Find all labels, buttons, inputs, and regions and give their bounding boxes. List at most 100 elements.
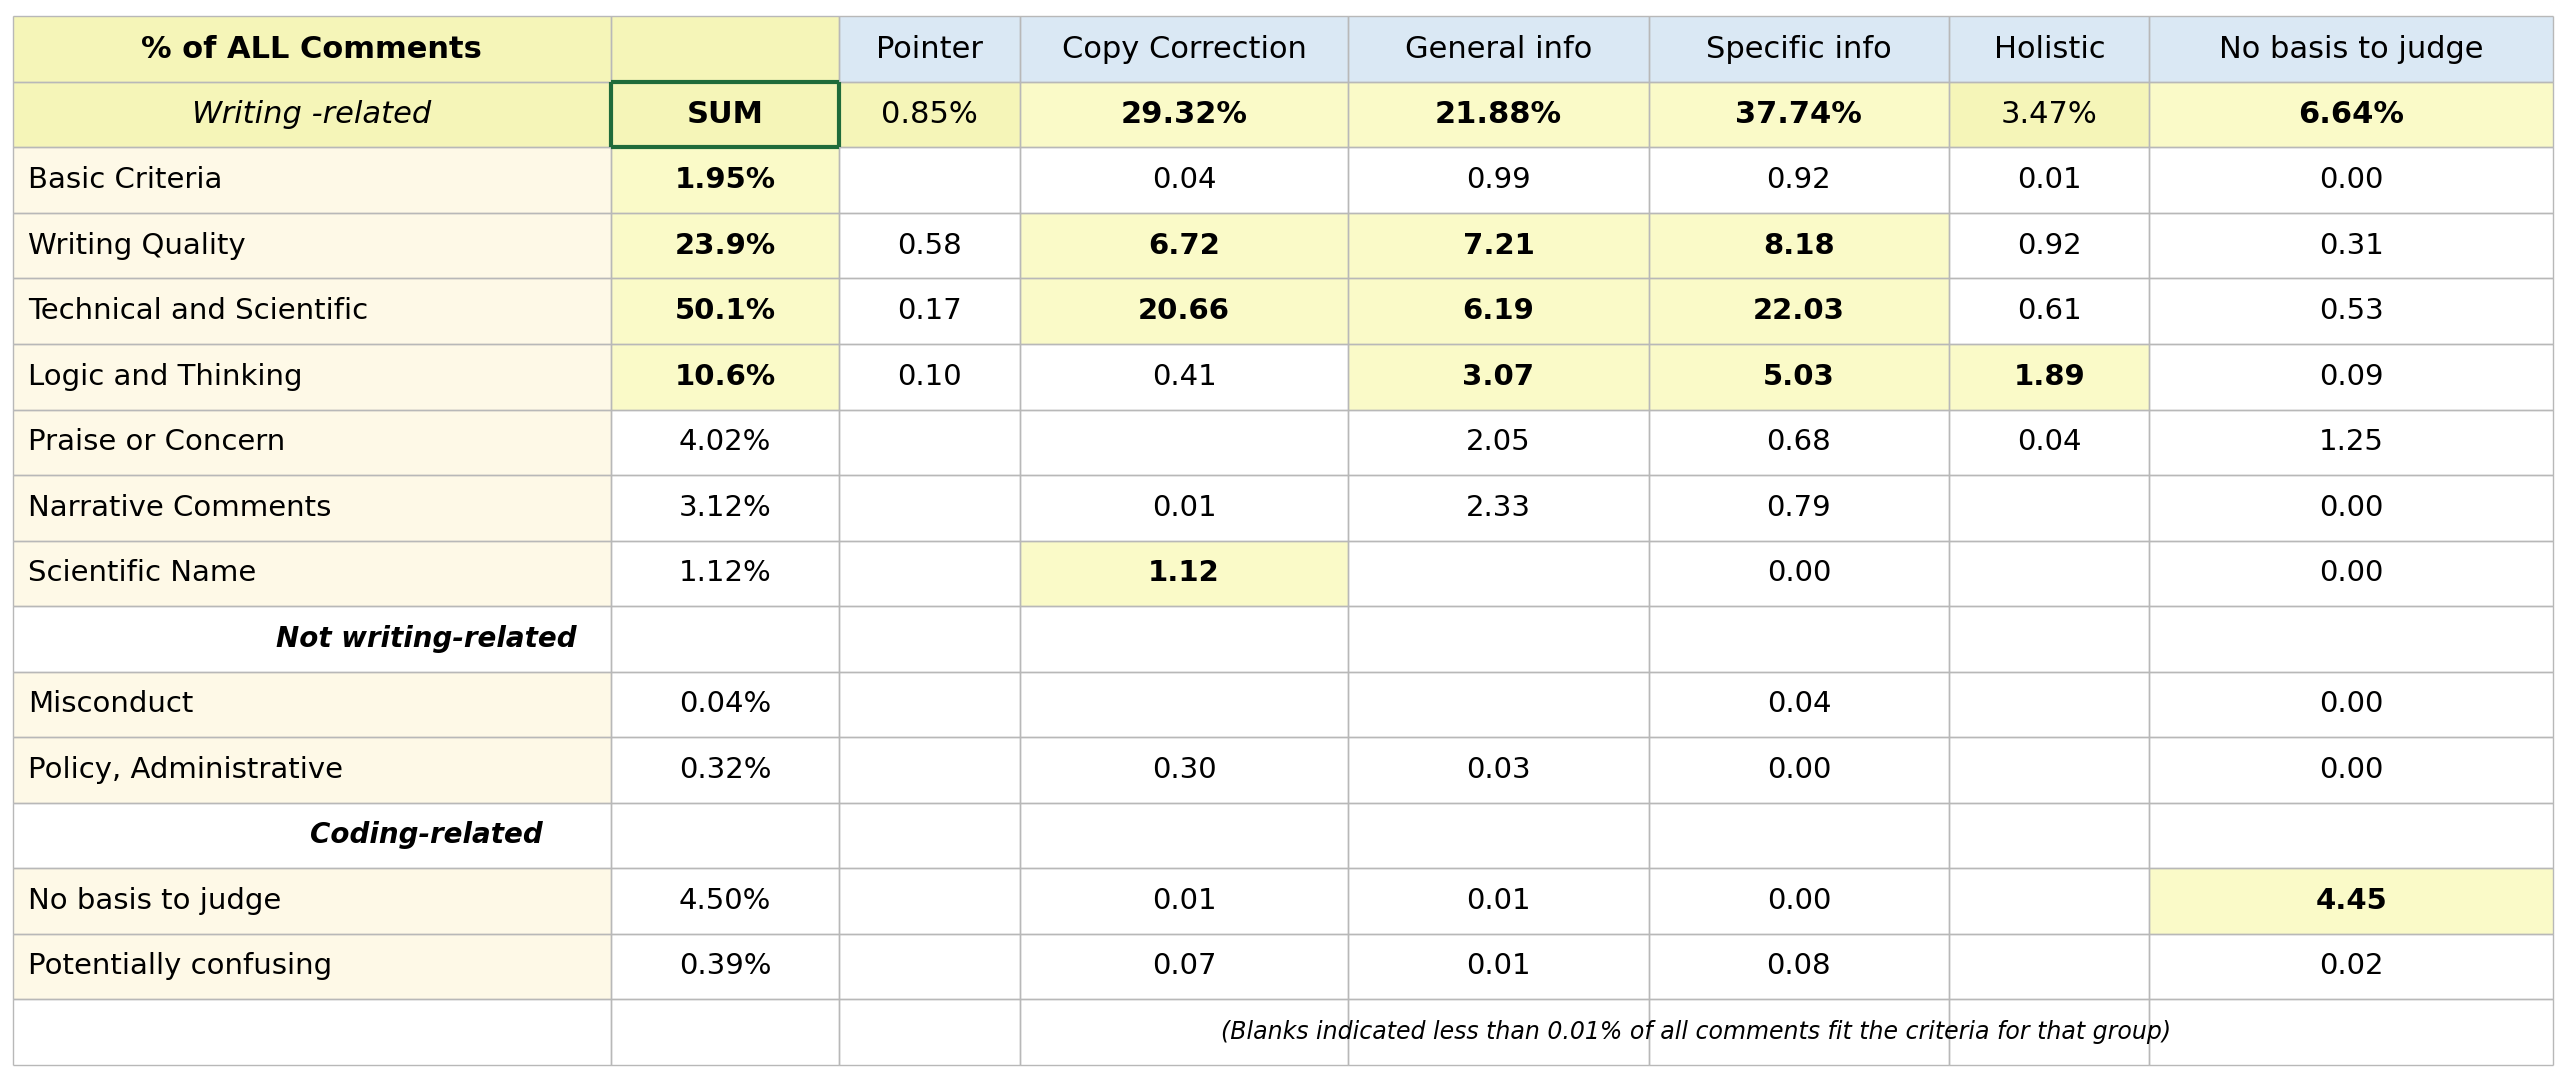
- Bar: [1650, 410, 1949, 475]
- Text: Coding-related: Coding-related: [310, 821, 542, 850]
- Text: 0.09: 0.09: [2320, 363, 2384, 391]
- Text: 0.99: 0.99: [1466, 166, 1530, 194]
- Text: (Blanks indicated less than 0.01% of all comments fit the criteria for that grou: (Blanks indicated less than 0.01% of all…: [1220, 1020, 2172, 1044]
- Bar: [1650, 16, 1949, 82]
- Text: 23.9%: 23.9%: [675, 232, 775, 260]
- Bar: [1348, 475, 1650, 541]
- Bar: [839, 82, 1021, 147]
- Text: % of ALL Comments: % of ALL Comments: [141, 35, 483, 63]
- Bar: [1650, 868, 1949, 934]
- Bar: [839, 278, 1021, 344]
- Text: 1.12: 1.12: [1149, 559, 1220, 587]
- Text: 0.00: 0.00: [2320, 166, 2384, 194]
- Text: 0.32%: 0.32%: [678, 756, 773, 784]
- Bar: [1348, 803, 1650, 868]
- Bar: [839, 16, 1021, 82]
- Bar: [1348, 213, 1650, 278]
- Bar: [1021, 344, 1348, 410]
- Bar: [1348, 541, 1650, 606]
- Bar: [2149, 606, 2553, 672]
- Bar: [13, 868, 611, 934]
- Text: 2.05: 2.05: [1466, 428, 1530, 456]
- Bar: [1949, 999, 2149, 1065]
- Bar: [1021, 16, 1348, 82]
- Text: 0.00: 0.00: [2320, 494, 2384, 522]
- Text: Narrative Comments: Narrative Comments: [28, 494, 333, 522]
- Bar: [1348, 672, 1650, 737]
- Bar: [13, 278, 611, 344]
- Text: General info: General info: [1404, 35, 1591, 63]
- Bar: [839, 147, 1021, 213]
- Bar: [2149, 672, 2553, 737]
- Text: No basis to judge: No basis to judge: [28, 887, 281, 915]
- Text: 0.08: 0.08: [1768, 952, 1832, 981]
- Text: Copy Correction: Copy Correction: [1062, 35, 1307, 63]
- Bar: [1348, 606, 1650, 672]
- Bar: [839, 999, 1021, 1065]
- Text: 2.33: 2.33: [1466, 494, 1530, 522]
- Text: 4.45: 4.45: [2315, 887, 2387, 915]
- Text: 4.50%: 4.50%: [678, 887, 770, 915]
- Bar: [1650, 737, 1949, 803]
- Text: 6.19: 6.19: [1463, 297, 1535, 325]
- Bar: [839, 606, 1021, 672]
- Bar: [13, 606, 611, 672]
- Bar: [1021, 278, 1348, 344]
- Bar: [2149, 147, 2553, 213]
- Text: 3.47%: 3.47%: [2000, 100, 2098, 129]
- Bar: [1650, 82, 1949, 147]
- Bar: [1650, 475, 1949, 541]
- Bar: [1650, 672, 1949, 737]
- Bar: [1949, 278, 2149, 344]
- Text: 0.85%: 0.85%: [880, 100, 977, 129]
- Text: Specific info: Specific info: [1706, 35, 1893, 63]
- Bar: [611, 934, 839, 999]
- Bar: [1650, 541, 1949, 606]
- Text: 0.17: 0.17: [898, 297, 962, 325]
- Text: 0.00: 0.00: [1768, 559, 1832, 587]
- Text: 0.00: 0.00: [1768, 756, 1832, 784]
- Text: 6.72: 6.72: [1149, 232, 1220, 260]
- Text: 3.07: 3.07: [1463, 363, 1535, 391]
- Text: 0.04: 0.04: [1151, 166, 1215, 194]
- Text: 0.31: 0.31: [2318, 232, 2384, 260]
- Bar: [13, 737, 611, 803]
- Bar: [2149, 344, 2553, 410]
- Bar: [1949, 147, 2149, 213]
- Text: Pointer: Pointer: [875, 35, 982, 63]
- Bar: [839, 803, 1021, 868]
- Bar: [13, 213, 611, 278]
- Bar: [839, 410, 1021, 475]
- Bar: [1021, 213, 1348, 278]
- Bar: [839, 934, 1021, 999]
- Bar: [13, 475, 611, 541]
- Text: Writing -related: Writing -related: [192, 100, 432, 129]
- Bar: [611, 16, 839, 82]
- Bar: [611, 278, 839, 344]
- Bar: [1650, 606, 1949, 672]
- Bar: [1348, 82, 1650, 147]
- Bar: [1949, 344, 2149, 410]
- Bar: [13, 672, 611, 737]
- Bar: [839, 541, 1021, 606]
- Text: 0.01: 0.01: [2018, 166, 2082, 194]
- Text: Basic Criteria: Basic Criteria: [28, 166, 223, 194]
- Bar: [611, 541, 839, 606]
- Bar: [611, 737, 839, 803]
- Text: 7.21: 7.21: [1463, 232, 1535, 260]
- Bar: [1021, 672, 1348, 737]
- Text: 1.89: 1.89: [2013, 363, 2085, 391]
- Bar: [13, 999, 611, 1065]
- Text: Potentially confusing: Potentially confusing: [28, 952, 333, 981]
- Bar: [1021, 999, 1348, 1065]
- Bar: [1021, 606, 1348, 672]
- Bar: [839, 344, 1021, 410]
- Bar: [1949, 16, 2149, 82]
- Bar: [839, 672, 1021, 737]
- Text: 0.01: 0.01: [1151, 494, 1218, 522]
- Text: 22.03: 22.03: [1752, 297, 1844, 325]
- Bar: [611, 606, 839, 672]
- Bar: [611, 82, 839, 147]
- Text: 8.18: 8.18: [1762, 232, 1834, 260]
- Text: 0.02: 0.02: [2320, 952, 2384, 981]
